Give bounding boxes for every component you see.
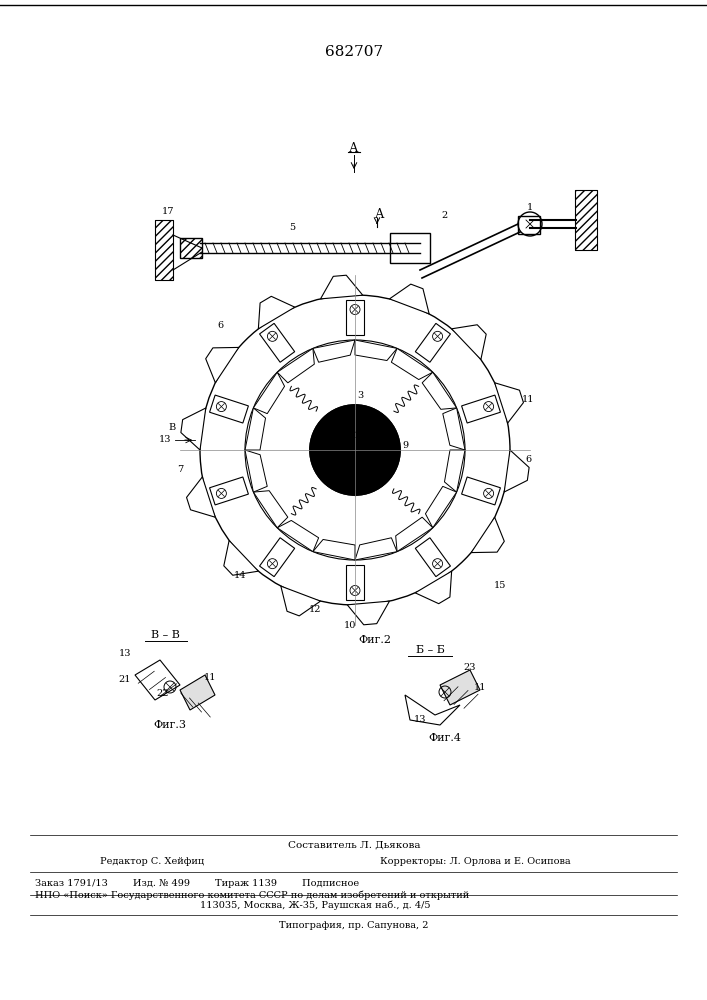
Text: 13: 13 bbox=[414, 716, 426, 724]
Text: 6: 6 bbox=[525, 456, 531, 464]
Text: 682707: 682707 bbox=[325, 45, 383, 59]
Text: 2: 2 bbox=[442, 211, 448, 220]
Polygon shape bbox=[245, 408, 266, 450]
Text: 113035, Москва, Ж-35, Раушская наб., д. 4/5: 113035, Москва, Ж-35, Раушская наб., д. … bbox=[200, 900, 431, 910]
Text: 22: 22 bbox=[157, 688, 169, 698]
Circle shape bbox=[310, 405, 400, 495]
Text: 13: 13 bbox=[159, 436, 171, 444]
Polygon shape bbox=[504, 450, 529, 492]
Text: Фиг.2: Фиг.2 bbox=[358, 635, 392, 645]
Polygon shape bbox=[209, 477, 248, 505]
Polygon shape bbox=[245, 450, 267, 492]
Text: 1: 1 bbox=[527, 202, 533, 212]
Bar bbox=[155, 220, 173, 280]
Text: Корректоры: Л. Орлова и Е. Осипова: Корректоры: Л. Орлова и Е. Осипова bbox=[380, 857, 571, 866]
Text: Фиг.4: Фиг.4 bbox=[428, 733, 462, 743]
Polygon shape bbox=[253, 372, 284, 414]
Polygon shape bbox=[313, 340, 355, 362]
Text: 13: 13 bbox=[119, 648, 132, 658]
Polygon shape bbox=[445, 450, 465, 492]
Text: Составитель Л. Дьякова: Составитель Л. Дьякова bbox=[288, 840, 420, 850]
Text: В – В: В – В bbox=[151, 630, 180, 640]
Text: 12: 12 bbox=[309, 605, 321, 614]
Polygon shape bbox=[452, 325, 486, 360]
Text: А: А bbox=[349, 141, 358, 154]
Polygon shape bbox=[355, 340, 397, 361]
Bar bbox=[390, 233, 430, 263]
Text: 11: 11 bbox=[522, 395, 534, 404]
Polygon shape bbox=[277, 520, 319, 552]
Text: 5: 5 bbox=[289, 224, 295, 232]
Text: 14: 14 bbox=[234, 570, 246, 580]
Polygon shape bbox=[415, 571, 452, 604]
Polygon shape bbox=[281, 586, 320, 616]
Polygon shape bbox=[187, 477, 216, 517]
Polygon shape bbox=[277, 348, 315, 383]
Text: 23: 23 bbox=[464, 664, 477, 672]
Polygon shape bbox=[462, 477, 501, 505]
Bar bbox=[180, 238, 202, 258]
Text: Типография, пр. Сапунова, 2: Типография, пр. Сапунова, 2 bbox=[279, 920, 428, 930]
Text: НПО «Поиск» Государственного комитета СССР по делам изобретений и открытий: НПО «Поиск» Государственного комитета СС… bbox=[35, 890, 469, 900]
Text: Фиг.3: Фиг.3 bbox=[153, 720, 187, 730]
Polygon shape bbox=[209, 395, 248, 423]
Text: 6: 6 bbox=[217, 320, 223, 330]
Polygon shape bbox=[259, 323, 295, 362]
Polygon shape bbox=[471, 517, 504, 553]
Polygon shape bbox=[462, 395, 501, 423]
Text: 11: 11 bbox=[204, 672, 216, 682]
Text: 16: 16 bbox=[354, 430, 366, 440]
Text: 11: 11 bbox=[474, 684, 486, 692]
Polygon shape bbox=[495, 383, 523, 423]
Polygon shape bbox=[390, 284, 429, 314]
Polygon shape bbox=[355, 538, 397, 560]
Text: А: А bbox=[375, 209, 385, 222]
Polygon shape bbox=[347, 601, 390, 625]
Text: 15: 15 bbox=[493, 580, 506, 589]
Polygon shape bbox=[180, 675, 215, 710]
Text: 17: 17 bbox=[162, 208, 174, 217]
Polygon shape bbox=[396, 517, 433, 552]
Bar bbox=[575, 190, 597, 250]
Polygon shape bbox=[346, 565, 364, 600]
Polygon shape bbox=[320, 275, 363, 299]
Text: 9: 9 bbox=[402, 440, 408, 450]
Polygon shape bbox=[346, 300, 364, 335]
Polygon shape bbox=[258, 296, 295, 329]
Polygon shape bbox=[415, 323, 450, 362]
Polygon shape bbox=[422, 372, 457, 409]
Polygon shape bbox=[440, 670, 480, 705]
Polygon shape bbox=[206, 347, 239, 383]
Polygon shape bbox=[443, 408, 465, 450]
Text: 21: 21 bbox=[119, 676, 132, 684]
Polygon shape bbox=[259, 538, 295, 577]
Polygon shape bbox=[405, 695, 460, 725]
Polygon shape bbox=[224, 540, 258, 575]
Text: 4: 4 bbox=[332, 476, 338, 485]
Polygon shape bbox=[313, 539, 355, 560]
Text: Редактор С. Хейфиц: Редактор С. Хейфиц bbox=[100, 857, 204, 866]
Text: Б – Б: Б – Б bbox=[416, 645, 445, 655]
Text: 18: 18 bbox=[319, 430, 331, 440]
Polygon shape bbox=[253, 491, 288, 528]
Polygon shape bbox=[415, 538, 450, 577]
Bar bbox=[180, 238, 202, 258]
Text: В: В bbox=[168, 424, 175, 432]
Bar bbox=[155, 220, 173, 280]
Bar bbox=[575, 190, 597, 250]
Text: 10: 10 bbox=[344, 620, 356, 630]
Polygon shape bbox=[426, 486, 457, 528]
Polygon shape bbox=[392, 348, 433, 380]
Text: 7: 7 bbox=[177, 466, 183, 475]
Text: Заказ 1791/13        Изд. № 499        Тираж 1139        Подписное: Заказ 1791/13 Изд. № 499 Тираж 1139 Подп… bbox=[35, 879, 359, 888]
Text: 3: 3 bbox=[357, 390, 363, 399]
Polygon shape bbox=[135, 660, 180, 700]
Polygon shape bbox=[181, 408, 206, 450]
